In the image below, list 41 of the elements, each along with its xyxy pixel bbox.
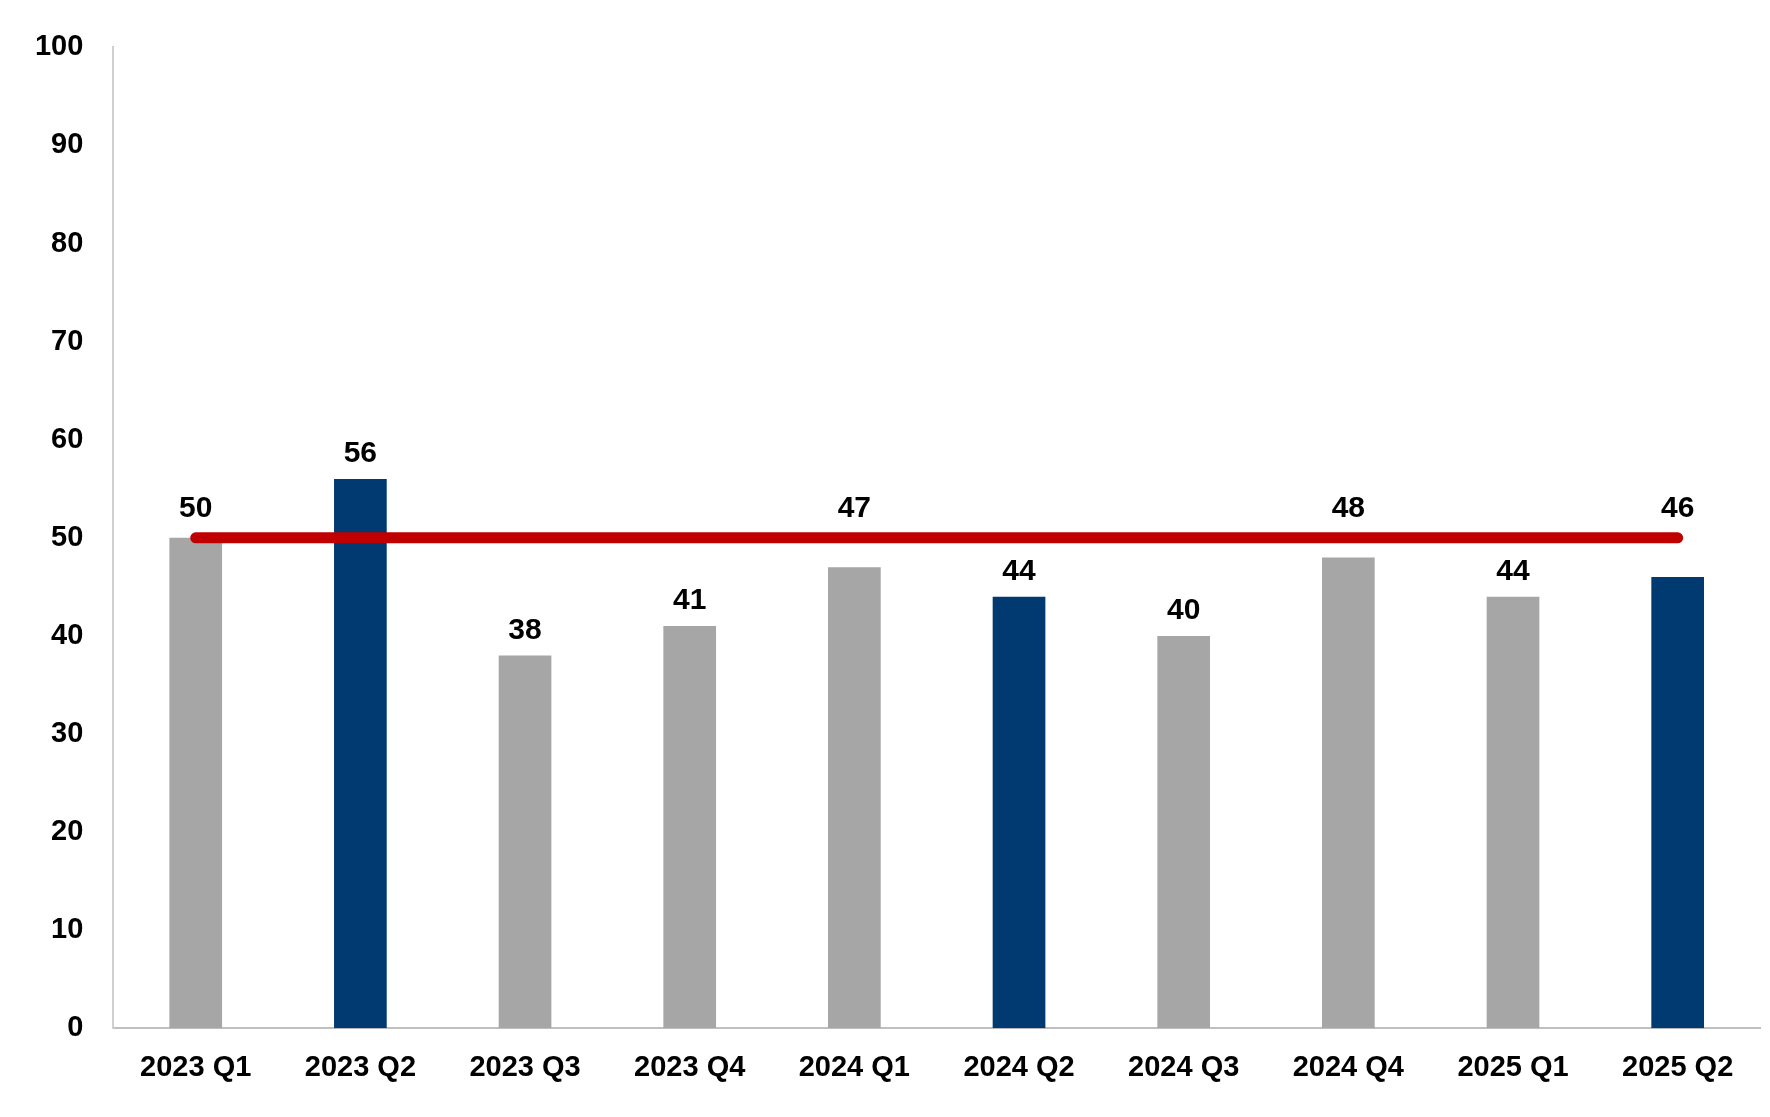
- y-tick-label: 60: [51, 421, 84, 454]
- x-tick-label: 2025 Q1: [1457, 1049, 1569, 1082]
- y-tick-label: 30: [51, 715, 84, 748]
- bar: [1322, 557, 1375, 1029]
- data-label: 48: [1331, 490, 1366, 524]
- y-tick-label: 70: [51, 323, 84, 356]
- bar: [169, 537, 223, 1029]
- y-tick-label: 20: [51, 814, 84, 847]
- y-tick-label: 40: [51, 617, 84, 650]
- y-tick-label: 100: [34, 29, 84, 62]
- data-label: 38: [508, 611, 542, 645]
- bar: [663, 626, 717, 1029]
- x-tick-label: 2024 Q3: [1128, 1049, 1240, 1082]
- y-tick-label: 50: [51, 519, 84, 552]
- x-tick-label: 2023 Q3: [469, 1049, 581, 1082]
- bar: [334, 478, 387, 1029]
- data-label: 44: [1496, 552, 1530, 586]
- y-tick-label: 90: [51, 127, 84, 160]
- bar: [1651, 577, 1705, 1029]
- bar: [1157, 635, 1211, 1029]
- x-tick-label: 2023 Q4: [634, 1049, 746, 1082]
- x-tick-label: 2023 Q1: [140, 1049, 252, 1082]
- bar: [828, 567, 881, 1029]
- bar: [992, 596, 1046, 1029]
- data-label: 56: [343, 435, 378, 469]
- data-label: 47: [837, 490, 872, 524]
- x-tick-label: 2025 Q2: [1622, 1049, 1734, 1082]
- data-label: 46: [1660, 490, 1695, 524]
- x-tick-label: 2024 Q4: [1292, 1049, 1404, 1082]
- x-tick-label: 2024 Q1: [798, 1049, 910, 1082]
- y-tick-label: 0: [67, 1010, 84, 1043]
- data-label: 40: [1167, 592, 1201, 626]
- x-tick-label: 2024 Q2: [963, 1049, 1075, 1082]
- bar: [498, 655, 552, 1029]
- x-tick-label: 2023 Q2: [304, 1049, 417, 1082]
- bar: [1486, 596, 1540, 1029]
- y-tick-label: 10: [51, 912, 84, 945]
- data-label: 41: [673, 582, 707, 616]
- y-tick-label: 80: [51, 225, 84, 258]
- data-label: 44: [1002, 552, 1037, 586]
- data-label: 50: [179, 490, 213, 524]
